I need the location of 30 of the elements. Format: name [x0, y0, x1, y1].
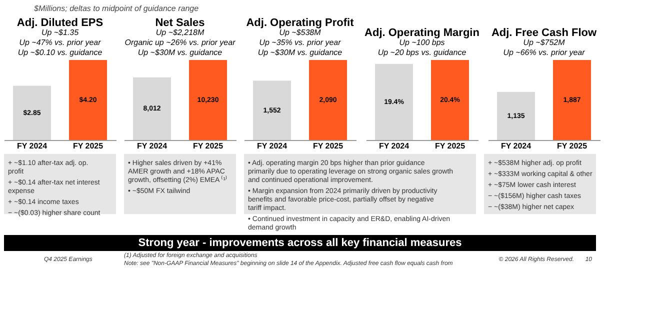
text: Up ~35% vs. prior year	[259, 38, 341, 47]
chart-title: Adj. Diluted EPS	[16, 17, 104, 29]
chart-title: Adj. Free Cash Flow	[491, 27, 597, 39]
text: Up ~$30M vs. guidance	[138, 48, 222, 57]
text: Up ~$0.10 vs. guidance	[18, 48, 102, 57]
x-tick-label: FY 2025	[72, 142, 104, 150]
chart-title: Adj. Operating Profit	[246, 17, 354, 29]
text: Up ~20 bps vs. guidance	[378, 48, 466, 57]
text: Up ~$30M vs. guidance	[258, 48, 342, 57]
text: Up ~66% vs. prior year	[503, 48, 585, 57]
x-tick-label: FY 2025	[312, 142, 344, 150]
x-tick-label: FY 2025	[434, 142, 466, 150]
x-tick-label: FY 2024	[378, 142, 410, 150]
text: Up ~47% vs. prior year	[19, 38, 101, 47]
text: $Millions; deltas to midpoint of guidance range	[33, 4, 200, 13]
x-tick-label: FY 2024	[16, 142, 48, 150]
x-tick-label: FY 2024	[500, 142, 532, 150]
text: Up ~100 bps	[399, 38, 445, 47]
chart-title: Net Sales	[155, 17, 205, 29]
text: Organic up ~26% vs. prior year	[124, 38, 236, 47]
text: Up ~$1.35	[41, 28, 79, 37]
x-tick-label: FY 2025	[556, 142, 588, 150]
text: Up ~$752M	[523, 38, 565, 47]
chart-title: Adj. Operating Margin	[364, 27, 480, 39]
text: Up ~$2,218M	[156, 28, 204, 37]
x-tick-label: FY 2025	[192, 142, 224, 150]
x-tick-label: FY 2024	[256, 142, 288, 150]
text: Strong year - improvements across all key financial measures	[138, 237, 462, 249]
x-tick-label: FY 2024	[136, 142, 168, 150]
text: Up ~$538M	[279, 28, 321, 37]
